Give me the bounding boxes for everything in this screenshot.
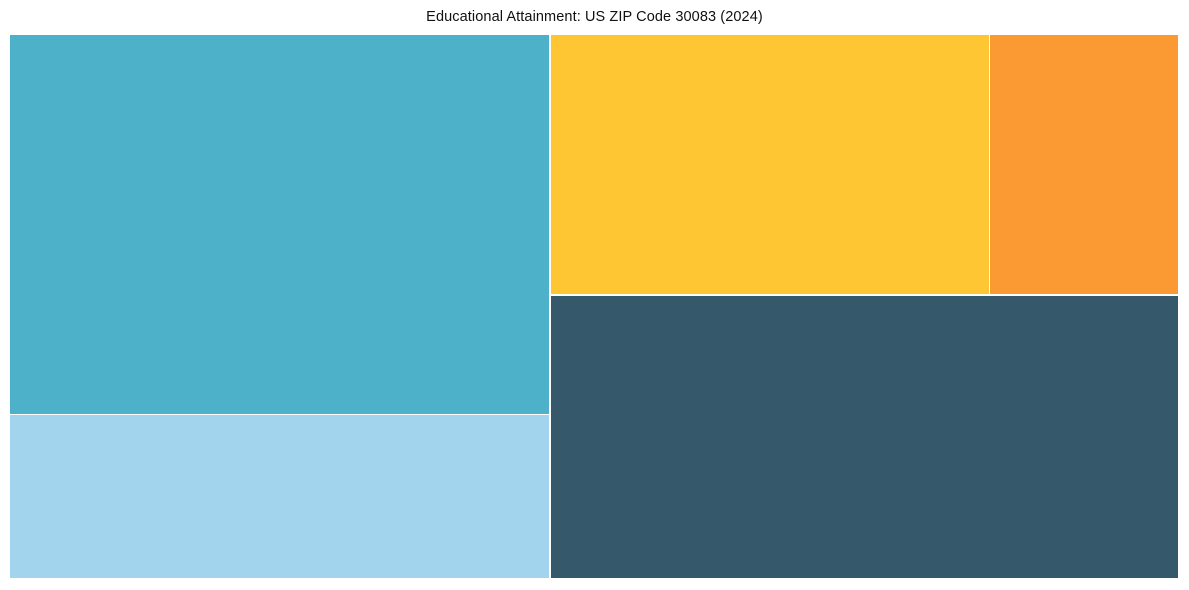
chart-title: Educational Attainment: US ZIP Code 3008… [426, 9, 763, 25]
treemap-tile-less-than-high-school-diploma[interactable] [10, 415, 550, 578]
treemap-tile-bachelors-degree[interactable] [551, 296, 1178, 578]
treemap-tile-high-school-graduate[interactable] [551, 35, 990, 294]
treemap-tile-graduate-or-professional-degree[interactable] [989, 35, 1178, 294]
treemap-plot-area [10, 35, 1178, 578]
treemap-tile-some-college-or-associates-degree[interactable] [10, 35, 550, 414]
